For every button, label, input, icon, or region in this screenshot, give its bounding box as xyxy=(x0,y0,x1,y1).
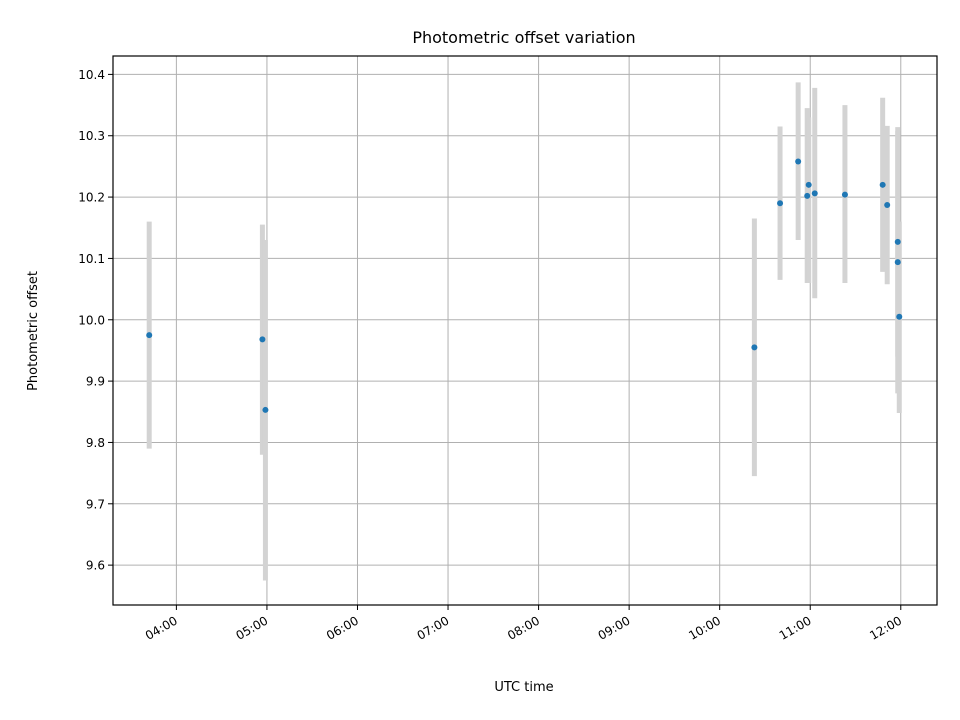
data-point xyxy=(879,181,886,188)
y-axis-label: Photometric offset xyxy=(26,271,41,391)
data-point xyxy=(795,158,802,165)
data-point xyxy=(894,238,901,245)
data-point xyxy=(884,202,891,209)
y-axis-ticks: 9.6 9.7 9.8 9.9 10.0 10.1 10.2 10.3 10.4 xyxy=(78,68,113,573)
chart-title: Photometric offset variation xyxy=(412,28,635,47)
y-tick-label: 9.9 xyxy=(86,375,105,389)
data-points xyxy=(146,158,903,413)
plot-frame xyxy=(112,55,938,606)
data-point xyxy=(259,336,266,343)
data-point xyxy=(841,191,848,198)
y-tick-label: 10.0 xyxy=(78,313,105,327)
y-tick-label: 9.6 xyxy=(86,559,105,573)
data-point xyxy=(262,406,269,413)
y-tick-label: 10.2 xyxy=(78,191,105,205)
y-tick-label: 10.3 xyxy=(78,129,105,143)
y-tick-label: 9.7 xyxy=(86,497,105,511)
data-point xyxy=(804,192,811,199)
data-point xyxy=(896,313,903,320)
data-point xyxy=(751,344,758,351)
x-axis-label: UTC time xyxy=(494,680,553,695)
data-point xyxy=(777,200,784,207)
data-point xyxy=(894,259,901,266)
y-tick-label: 10.4 xyxy=(78,68,105,82)
y-tick-label: 10.1 xyxy=(78,252,105,266)
data-point xyxy=(146,332,153,339)
data-point xyxy=(811,190,818,197)
data-point xyxy=(805,181,812,188)
y-tick-label: 9.8 xyxy=(86,436,105,450)
